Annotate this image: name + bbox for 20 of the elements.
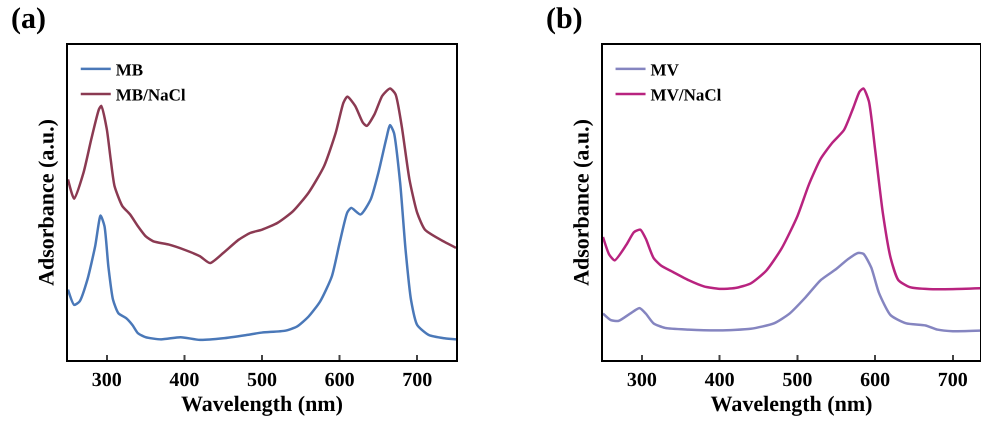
x-tick-label: 300 [92, 369, 122, 391]
x-tick-label: 400 [169, 369, 200, 391]
legend-label: MV/NaCl [650, 86, 722, 105]
legend-label: MB/NaCl [116, 86, 186, 105]
x-axis-title: Wavelength (nm) [181, 391, 343, 416]
x-tick-label: 500 [247, 369, 277, 391]
x-tick-label: 600 [324, 369, 355, 391]
x-tick-label: 600 [860, 369, 890, 391]
chart-title: (a) [11, 2, 46, 35]
x-tick-label: 700 [938, 369, 968, 391]
y-axis-title: Adsorbance (a.u.) [33, 119, 58, 286]
x-tick-label: 300 [626, 369, 657, 391]
x-tick-label: 500 [782, 369, 812, 391]
x-axis-title: Wavelength (nm) [710, 391, 872, 416]
legend-label: MB [116, 60, 144, 80]
legend-label: MV [650, 60, 680, 80]
x-tick-label: 400 [704, 369, 735, 391]
y-axis-title: Adsorbance (a.u.) [568, 119, 594, 286]
x-tick-label: 700 [402, 369, 432, 391]
chart-title: (b) [546, 2, 583, 35]
